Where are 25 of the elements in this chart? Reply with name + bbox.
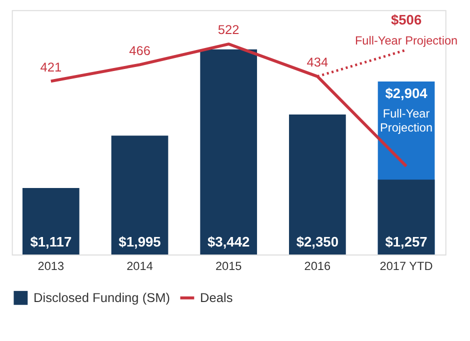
data-label: 466	[129, 42, 150, 58]
annotation: Full-Year Projection	[380, 106, 433, 134]
x-tick-label: 2013	[38, 258, 64, 273]
data-label: 434	[306, 54, 328, 70]
annotation: Full-Year Projection	[354, 34, 458, 48]
bar	[22, 188, 80, 255]
bar	[378, 180, 435, 255]
x-tick-label: 2014	[126, 258, 154, 273]
legend-label: Deals	[200, 290, 233, 305]
x-tick-label: 2015	[215, 258, 242, 273]
data-label: $2,350	[296, 234, 339, 250]
data-label: $506	[390, 12, 422, 28]
legend-label: Disclosed Funding (SM)	[34, 290, 170, 305]
data-label: $3,442	[208, 234, 250, 250]
data-label: $2,904	[385, 86, 428, 102]
x-tick-label: 2017 YTD	[380, 258, 433, 273]
data-label: $1,995	[118, 234, 162, 250]
data-label: $1,257	[385, 234, 428, 250]
data-label: 522	[218, 22, 240, 38]
x-tick-label: 2016	[304, 258, 332, 273]
data-label: $1,117	[30, 234, 72, 250]
bar	[111, 136, 168, 255]
bar	[200, 49, 258, 255]
data-label: 421	[40, 59, 62, 74]
bar	[289, 114, 346, 255]
